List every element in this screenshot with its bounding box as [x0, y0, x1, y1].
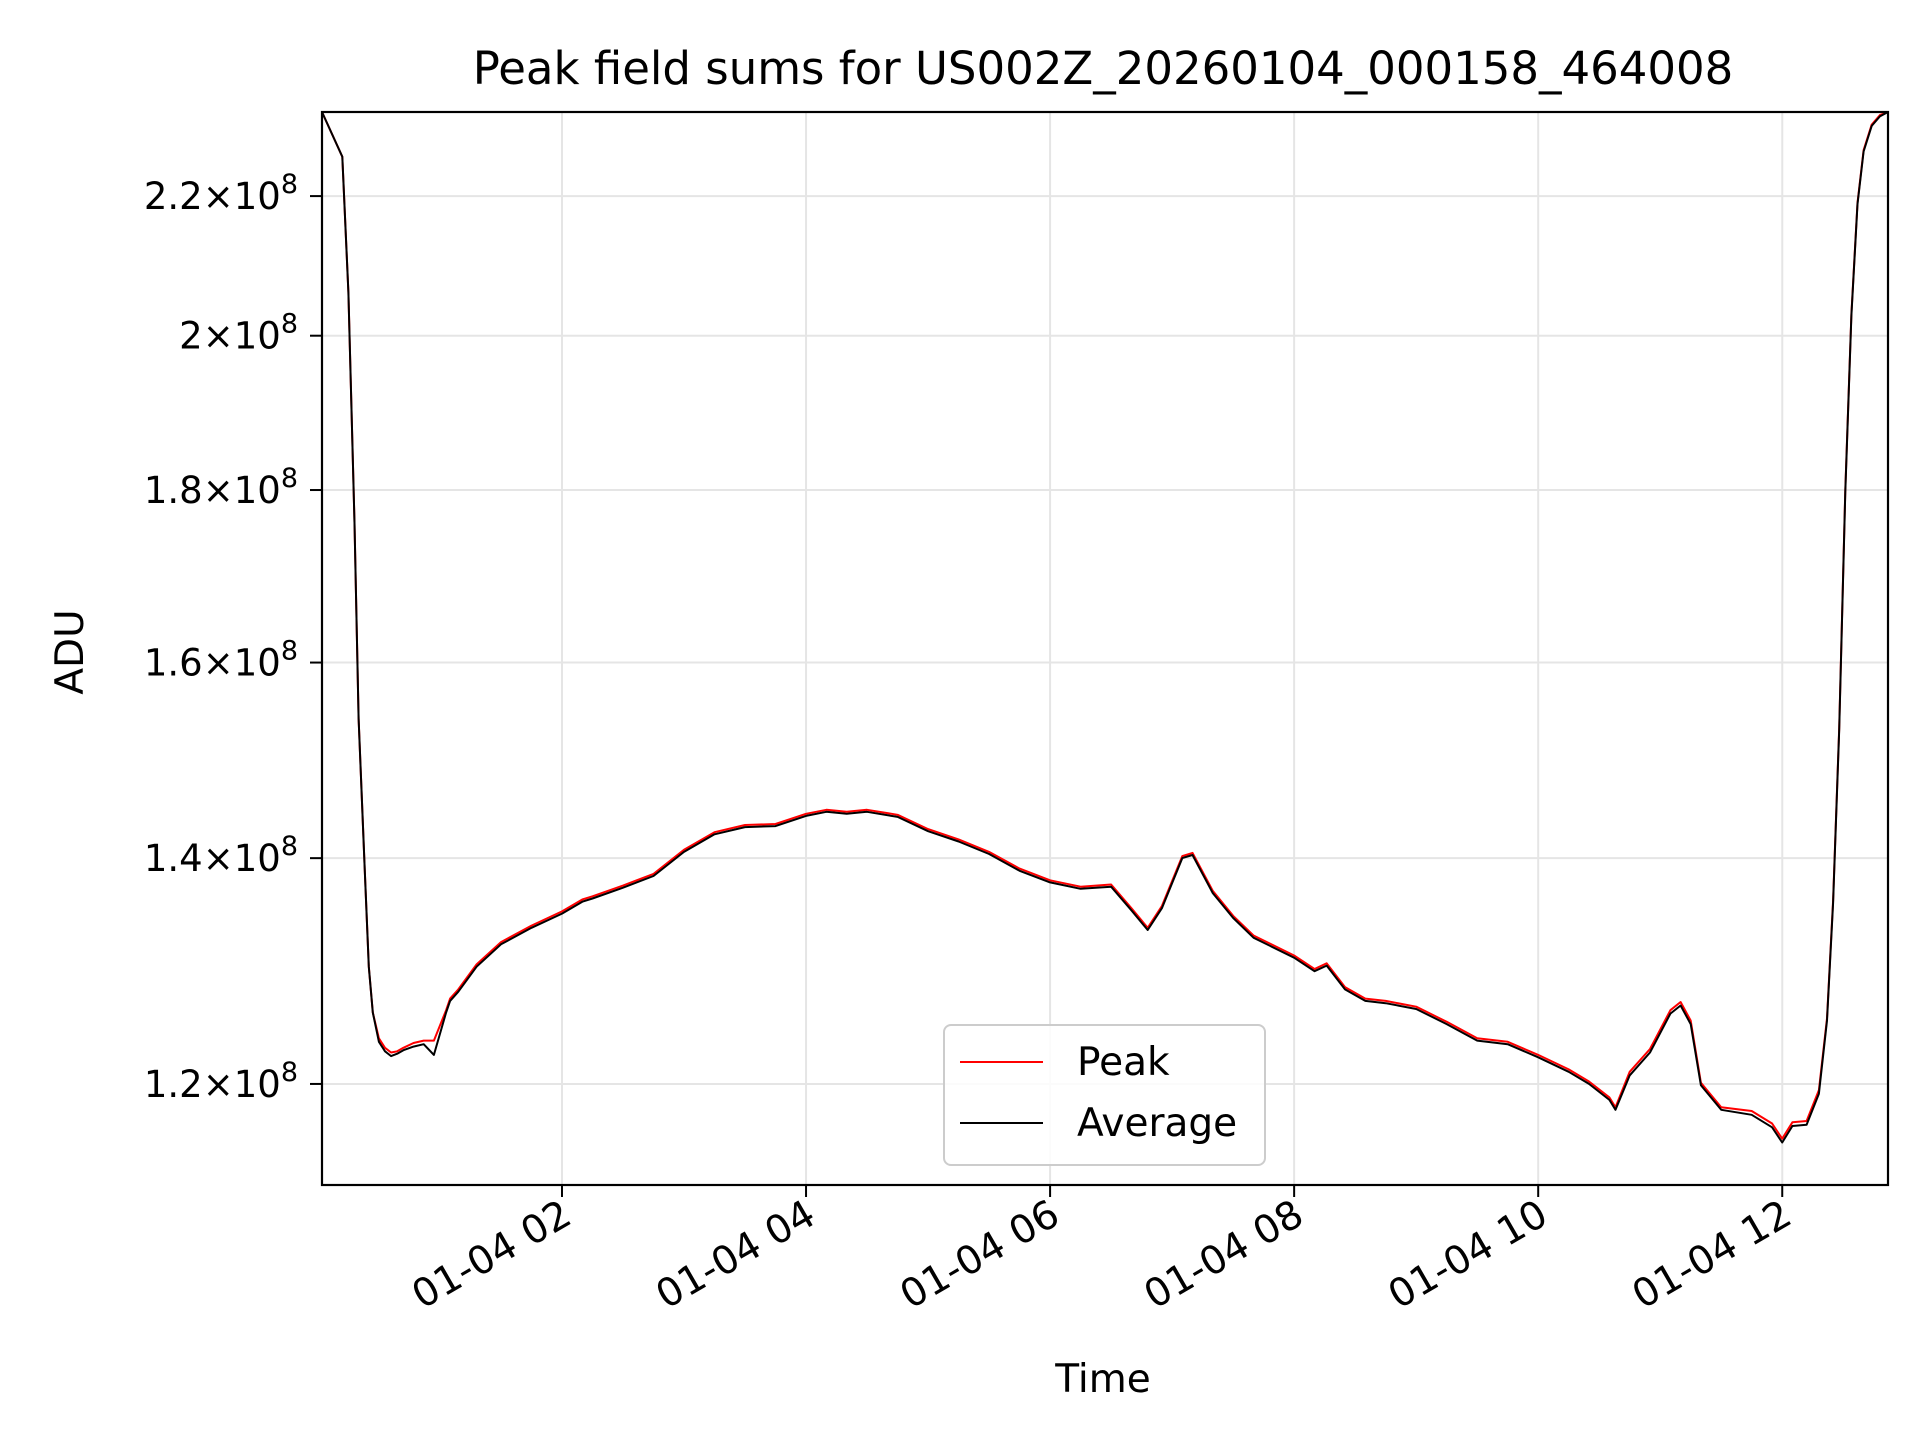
y-tick-label: 1.8×108 — [144, 463, 298, 512]
y-tick-label: 1.4×108 — [144, 831, 298, 880]
y-tick-label: 1.6×108 — [144, 636, 298, 685]
y-tick-times: ×10 — [203, 469, 281, 512]
y-tick-exponent: 8 — [281, 309, 298, 340]
y-tick-times: ×10 — [203, 642, 281, 685]
y-tick-mantissa: 1.2 — [144, 1063, 203, 1106]
chart-title: Peak field sums for US002Z_20260104_0001… — [473, 42, 1734, 95]
y-tick-exponent: 8 — [281, 169, 298, 200]
legend-label-average: Average — [1077, 1101, 1237, 1146]
y-tick-mantissa: 1.6 — [144, 642, 203, 685]
y-tick-times: ×10 — [203, 175, 281, 218]
y-tick-mantissa: 1.8 — [144, 469, 203, 512]
y-tick-label: 2.2×108 — [144, 169, 298, 218]
y-tick-mantissa: 2.2 — [144, 175, 203, 218]
legend: Peak Average — [943, 1024, 1266, 1166]
y-axis-label: ADU — [48, 609, 93, 694]
x-axis-label: Time — [1054, 1357, 1150, 1402]
legend-label-peak: Peak — [1077, 1040, 1170, 1085]
y-tick-label: 1.2×108 — [144, 1057, 298, 1106]
y-tick-exponent: 8 — [281, 1057, 298, 1088]
y-tick-mantissa: 1.4 — [144, 837, 203, 880]
y-tick-exponent: 8 — [281, 636, 298, 667]
y-tick-times: ×10 — [203, 837, 281, 880]
y-tick-times: ×10 — [203, 1063, 281, 1106]
grid — [322, 112, 1888, 1185]
y-tick-times: ×10 — [203, 315, 281, 358]
series-line-peak — [321, 111, 1889, 1140]
y-tick-exponent: 8 — [281, 831, 298, 862]
plot-frame — [320, 110, 1890, 1187]
series-layer — [321, 111, 1889, 1144]
legend-box — [943, 1024, 1266, 1166]
y-tick-exponent: 8 — [281, 463, 298, 494]
y-tick-label: 2×108 — [179, 309, 298, 358]
series-line-average — [321, 111, 1889, 1144]
y-tick-mantissa: 2 — [179, 315, 203, 358]
